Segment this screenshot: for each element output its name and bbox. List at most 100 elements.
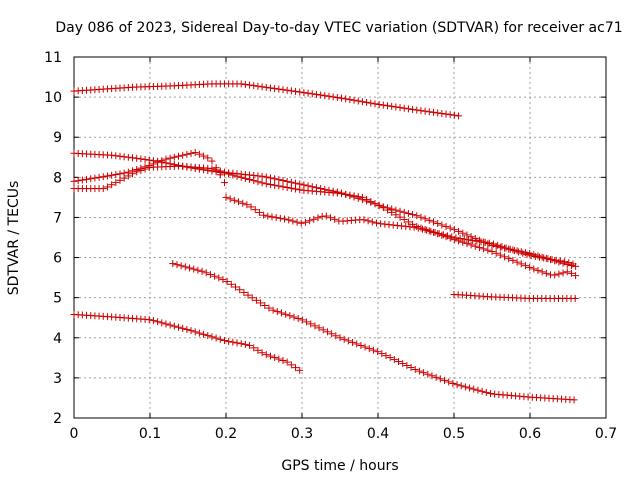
- data-point: [460, 235, 468, 243]
- data-point: [260, 211, 268, 219]
- data-point: [471, 242, 479, 250]
- data-point: [166, 321, 174, 329]
- data-point: [194, 266, 202, 274]
- chart-title: Day 086 of 2023, Sidereal Day-to-day VTE…: [55, 20, 622, 36]
- data-point: [470, 385, 478, 393]
- data-point: [420, 369, 428, 377]
- data-point: [99, 185, 107, 193]
- data-point: [116, 176, 124, 184]
- data-point: [237, 80, 245, 88]
- data-point: [552, 256, 560, 264]
- data-point: [492, 249, 500, 257]
- data-point: [120, 153, 128, 161]
- data-point: [371, 100, 379, 108]
- data-point: [321, 185, 329, 193]
- data-point: [271, 181, 279, 189]
- data-point: [200, 152, 208, 160]
- data-point: [323, 328, 331, 336]
- data-point: [368, 218, 376, 226]
- data-point: [374, 348, 382, 356]
- data-point: [350, 96, 358, 104]
- data-point: [312, 184, 320, 192]
- data-point: [220, 168, 228, 176]
- data-point: [425, 108, 433, 116]
- data-point: [517, 260, 525, 268]
- data-point: [538, 268, 546, 276]
- data-point: [329, 93, 337, 101]
- data-point: [527, 252, 535, 260]
- data-point: [555, 270, 563, 278]
- data-point: [344, 337, 352, 345]
- data-point: [325, 186, 333, 194]
- data-point: [513, 258, 521, 266]
- x-axis-label: GPS time / hours: [281, 458, 398, 474]
- data-point: [289, 217, 297, 225]
- data-point: [276, 214, 284, 222]
- data-point: [211, 272, 219, 280]
- data-point: [287, 184, 295, 192]
- data-point: [116, 170, 124, 178]
- series-track-f: [169, 260, 578, 404]
- data-point: [258, 83, 266, 91]
- data-point: [286, 312, 294, 320]
- data-point: [417, 213, 425, 221]
- data-point: [375, 100, 383, 108]
- data-point: [567, 269, 575, 277]
- data-point: [195, 329, 203, 337]
- data-point: [452, 234, 460, 242]
- data-point: [220, 337, 228, 345]
- data-point: [439, 231, 447, 239]
- data-point: [279, 357, 287, 365]
- data-point: [310, 215, 318, 223]
- data-point: [281, 215, 289, 223]
- data-point: [187, 327, 195, 335]
- data-point: [364, 217, 372, 225]
- data-point: [250, 344, 258, 352]
- series-track-h: [450, 290, 579, 302]
- data-point: [251, 206, 259, 214]
- data-point: [269, 306, 277, 314]
- data-point: [308, 183, 316, 191]
- data-point: [308, 90, 316, 98]
- data-point: [357, 341, 365, 349]
- x-tick-label: 0.7: [595, 426, 617, 442]
- data-point: [279, 86, 287, 94]
- data-point: [378, 350, 386, 358]
- data-point: [154, 318, 162, 326]
- data-point: [428, 372, 436, 380]
- data-point: [481, 238, 489, 246]
- data-point: [287, 361, 295, 369]
- data-point: [195, 150, 203, 158]
- data-point: [325, 92, 333, 100]
- x-tick-label: 0.2: [215, 426, 237, 442]
- data-point: [445, 378, 453, 386]
- y-tick-label: 6: [53, 251, 62, 267]
- data-point: [556, 257, 564, 265]
- data-point: [392, 103, 400, 111]
- data-point: [329, 187, 337, 195]
- data-point: [384, 206, 391, 214]
- data-point: [490, 240, 498, 248]
- data-point: [170, 153, 178, 161]
- data-point: [530, 265, 538, 273]
- data-point: [482, 388, 490, 396]
- data-point: [307, 320, 315, 328]
- data-point: [236, 286, 244, 294]
- data-point: [349, 338, 357, 346]
- data-point: [358, 196, 366, 204]
- data-point: [572, 272, 580, 280]
- data-point: [83, 175, 91, 183]
- data-point: [448, 233, 456, 241]
- data-point: [427, 227, 435, 235]
- y-tick-label: 10: [44, 90, 62, 106]
- data-point: [216, 335, 224, 343]
- data-point: [565, 259, 573, 267]
- data-point: [410, 223, 418, 231]
- data-point: [262, 83, 270, 91]
- data-point: [415, 367, 423, 375]
- data-point: [459, 229, 467, 237]
- data-point: [229, 338, 237, 346]
- data-point: [457, 382, 465, 390]
- data-point: [258, 349, 266, 357]
- data-point: [390, 356, 398, 364]
